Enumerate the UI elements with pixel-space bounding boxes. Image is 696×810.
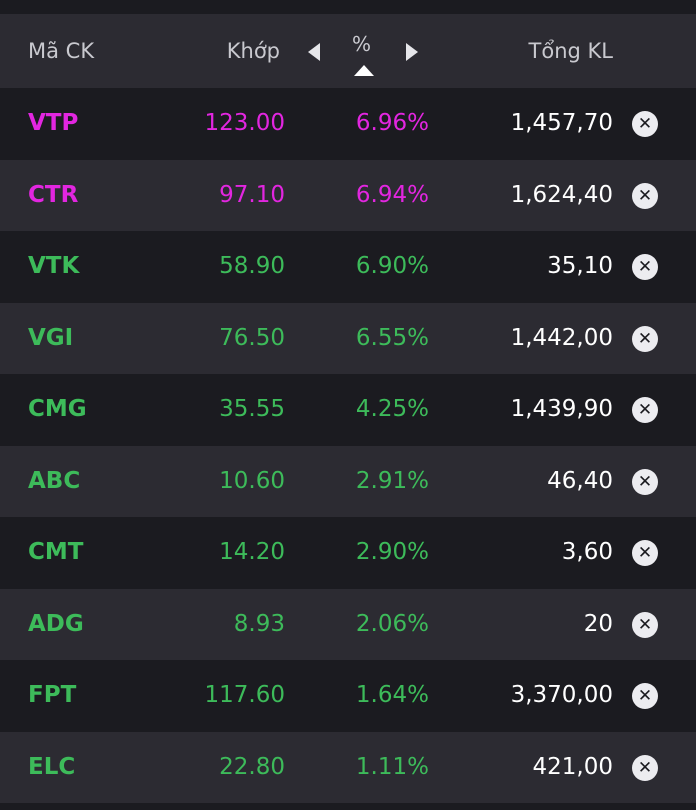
stock-code[interactable]: FPT — [28, 682, 77, 708]
table-row[interactable]: VGI 76.50 6.55% 1,442,00 ✕ — [0, 302, 696, 374]
table-row[interactable]: ABC 10.60 2.91% 46,40 ✕ — [0, 445, 696, 517]
table-row[interactable]: CMT 14.20 2.90% 3,60 ✕ — [0, 517, 696, 589]
close-circle-icon[interactable]: ✕ — [632, 540, 658, 566]
match-price: 117.60 — [204, 682, 285, 708]
top-strip — [0, 0, 696, 14]
match-price: 8.93 — [233, 610, 285, 637]
close-circle-icon[interactable]: ✕ — [632, 468, 658, 495]
match-price: 10.60 — [219, 467, 285, 494]
stock-code[interactable]: VTK — [28, 253, 80, 279]
table-row[interactable]: ADG 8.93 2.06% 20 ✕ — [0, 588, 696, 660]
table-row[interactable]: VTK 58.90 6.90% 35,10 ✕ — [0, 231, 696, 303]
close-circle-icon[interactable]: ✕ — [632, 611, 658, 638]
table-row[interactable]: FPT 117.60 1.64% 3,370,00 ✕ — [0, 660, 696, 732]
column-header-code[interactable]: Mã CK — [28, 39, 95, 63]
table-header: Mã CK Khớp % Tổng KL — [0, 14, 696, 88]
caret-left-icon[interactable] — [308, 43, 320, 61]
close-circle-icon[interactable]: ✕ — [632, 325, 658, 352]
stock-code[interactable]: VTP — [28, 110, 79, 136]
percent-change: 4.25% — [355, 396, 429, 422]
match-price: 22.80 — [219, 753, 285, 780]
total-volume: 1,439,90 — [510, 396, 613, 422]
stock-code[interactable]: ABC — [28, 467, 81, 494]
match-price: 58.90 — [219, 253, 285, 279]
total-volume: 35,10 — [547, 253, 613, 279]
total-volume: 1,442,00 — [510, 324, 613, 351]
total-volume: 3,60 — [561, 539, 613, 565]
total-volume: 3,370,00 — [510, 682, 613, 708]
table-row[interactable]: CMG 35.55 4.25% 1,439,90 ✕ — [0, 374, 696, 446]
close-circle-icon[interactable]: ✕ — [632, 397, 658, 423]
percent-change: 2.06% — [355, 610, 429, 637]
table-row[interactable]: VTP 123.00 6.96% 1,457,70 ✕ — [0, 88, 696, 160]
stock-code[interactable]: ELC — [28, 753, 76, 780]
percent-change: 6.55% — [355, 324, 429, 351]
stock-code[interactable]: CMT — [28, 539, 84, 565]
match-price: 14.20 — [219, 539, 285, 565]
close-circle-icon[interactable]: ✕ — [632, 254, 658, 280]
percent-change: 2.90% — [355, 539, 429, 565]
stock-code[interactable]: VGI — [28, 324, 74, 351]
percent-change: 1.11% — [355, 753, 429, 780]
table-row[interactable]: ELC 22.80 1.11% 421,00 ✕ — [0, 731, 696, 803]
percent-change: 6.94% — [355, 181, 429, 208]
close-circle-icon[interactable]: ✕ — [632, 111, 658, 137]
sort-up-icon[interactable] — [354, 65, 374, 76]
stock-code[interactable]: CTR — [28, 181, 79, 208]
total-volume: 46,40 — [547, 467, 613, 494]
match-price: 97.10 — [219, 181, 285, 208]
match-price: 123.00 — [204, 110, 285, 136]
close-circle-icon[interactable]: ✕ — [632, 182, 658, 209]
table-row[interactable]: CTR 97.10 6.94% 1,624,40 ✕ — [0, 159, 696, 231]
close-circle-icon[interactable]: ✕ — [632, 683, 658, 709]
watchlist-table-body: VTP 123.00 6.96% 1,457,70 ✕ CTR 97.10 6.… — [0, 88, 696, 803]
percent-change: 2.91% — [355, 467, 429, 494]
caret-right-icon[interactable] — [406, 43, 418, 61]
total-volume: 20 — [583, 610, 613, 637]
column-header-match-price[interactable]: Khớp — [226, 39, 280, 63]
percent-change: 6.96% — [355, 110, 429, 136]
total-volume: 421,00 — [532, 753, 613, 780]
percent-change: 1.64% — [355, 682, 429, 708]
stock-code[interactable]: CMG — [28, 396, 87, 422]
column-header-total-volume[interactable]: Tổng KL — [528, 39, 613, 63]
total-volume: 1,624,40 — [510, 181, 613, 208]
match-price: 35.55 — [219, 396, 285, 422]
percent-change: 6.90% — [355, 253, 429, 279]
stock-code[interactable]: ADG — [28, 610, 84, 637]
close-circle-icon[interactable]: ✕ — [632, 754, 658, 781]
total-volume: 1,457,70 — [510, 110, 613, 136]
column-header-percent[interactable]: % — [352, 32, 372, 56]
match-price: 76.50 — [219, 324, 285, 351]
